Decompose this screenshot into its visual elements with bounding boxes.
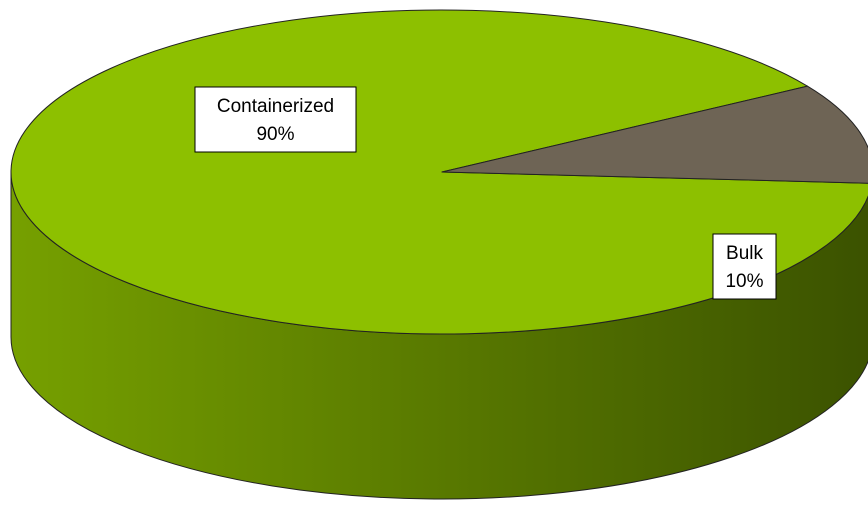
slice-label-value-containerized: 90%	[256, 124, 294, 145]
slice-label-name-containerized: Containerized	[217, 96, 334, 117]
slice-label-value-bulk: 10%	[725, 271, 763, 292]
slice-label-bulk: Bulk 10%	[712, 233, 777, 300]
pie-labels-layer: Containerized 90% Bulk 10%	[194, 86, 777, 300]
pie-slice-bulk	[441, 85, 868, 184]
slice-label-box-bulk	[712, 233, 777, 300]
slice-label-box-containerized	[194, 86, 357, 153]
slice-label-containerized: Containerized 90%	[194, 86, 357, 153]
slice-label-name-bulk: Bulk	[726, 243, 763, 264]
